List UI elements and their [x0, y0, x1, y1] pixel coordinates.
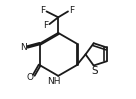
Text: F: F [43, 21, 48, 30]
Text: S: S [91, 66, 98, 76]
Text: F: F [40, 6, 45, 15]
Text: O: O [26, 73, 33, 82]
Text: F: F [69, 6, 75, 15]
Text: N: N [20, 43, 27, 52]
Text: NH: NH [48, 77, 61, 86]
